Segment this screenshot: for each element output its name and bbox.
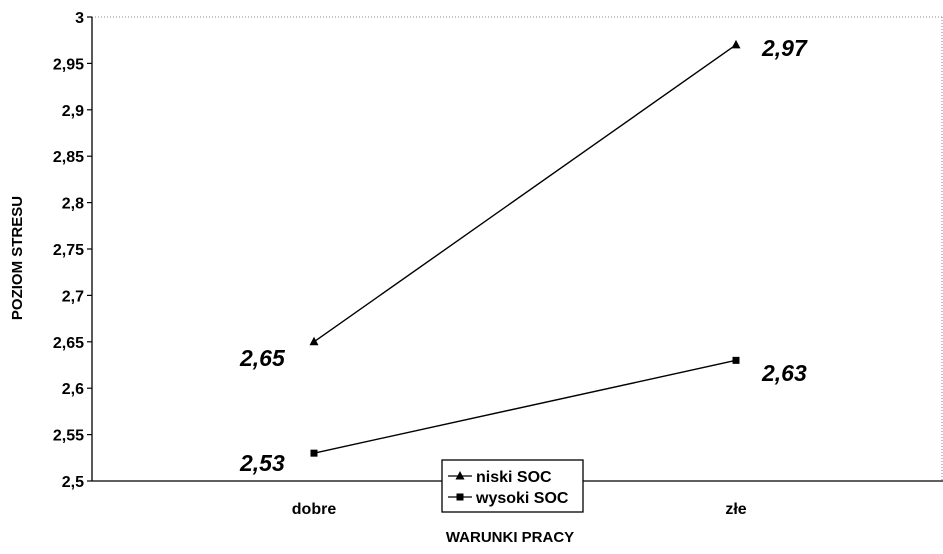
axes <box>91 16 943 482</box>
data-label: 2,53 <box>239 450 285 476</box>
series-line <box>313 359 737 454</box>
legend-label: wysoki SOC <box>475 490 569 507</box>
series-point <box>731 39 741 49</box>
y-tick-label: 2,5 <box>62 474 84 491</box>
legend-label: niski SOC <box>476 469 552 486</box>
x-tick-label: dobre <box>292 501 337 518</box>
y-tick-label: 2,55 <box>53 428 84 445</box>
y-axis-title: POZIOM STRESU <box>9 196 26 320</box>
y-tick-label: 2,85 <box>53 149 84 166</box>
series-point <box>309 336 319 346</box>
series-line <box>313 44 737 343</box>
legend-box <box>441 459 584 513</box>
y-tick-label: 2,6 <box>62 381 84 398</box>
y-tick-label: 2,95 <box>53 56 84 73</box>
y-tick-label: 2,65 <box>53 335 84 352</box>
y-tick-label: 2,9 <box>62 103 84 120</box>
y-tick-label: 3 <box>75 10 84 27</box>
legend-marker <box>455 471 465 480</box>
y-tick-label: 2,75 <box>53 242 84 259</box>
x-axis-title: WARUNKI PRACY <box>446 529 574 546</box>
series-group <box>309 39 741 457</box>
data-label: 2,97 <box>761 35 808 61</box>
data-label: 2,65 <box>239 345 286 371</box>
legend-marker <box>456 493 464 501</box>
series-point <box>310 449 318 457</box>
legend: niski SOC wysoki SOC <box>441 459 584 513</box>
y-ticks: 2,5 2,55 2,6 2,65 2,7 2,75 2,8 2,85 2,9 2,95 3 <box>53 10 92 491</box>
series-point <box>732 356 740 364</box>
y-tick-label: 2,7 <box>62 288 84 305</box>
data-label: 2,63 <box>761 360 807 386</box>
data-labels: 2,65 2,97 2,53 2,63 <box>239 35 808 476</box>
x-tick-label: złe <box>725 501 746 518</box>
y-tick-label: 2,8 <box>62 196 84 213</box>
